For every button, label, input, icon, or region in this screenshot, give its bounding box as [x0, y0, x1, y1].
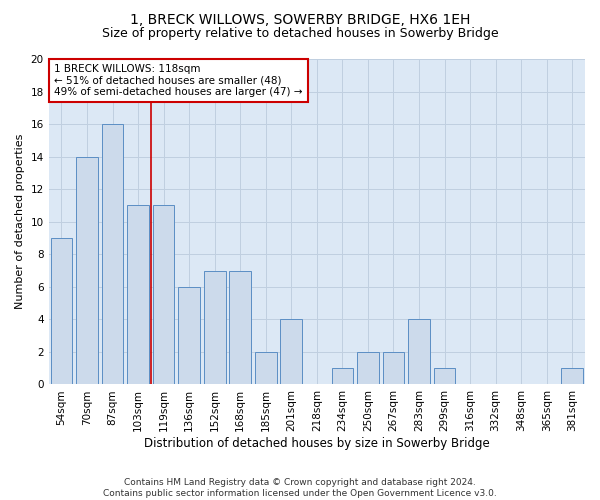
- Bar: [76, 156, 98, 384]
- Text: 1, BRECK WILLOWS, SOWERBY BRIDGE, HX6 1EH: 1, BRECK WILLOWS, SOWERBY BRIDGE, HX6 1E…: [130, 12, 470, 26]
- Text: 1 BRECK WILLOWS: 118sqm
← 51% of detached houses are smaller (48)
49% of semi-de: 1 BRECK WILLOWS: 118sqm ← 51% of detache…: [54, 64, 302, 97]
- Bar: [229, 270, 251, 384]
- Text: Contains HM Land Registry data © Crown copyright and database right 2024.
Contai: Contains HM Land Registry data © Crown c…: [103, 478, 497, 498]
- Bar: [383, 352, 404, 384]
- Bar: [178, 287, 200, 384]
- Bar: [408, 320, 430, 384]
- Bar: [332, 368, 353, 384]
- Bar: [434, 368, 455, 384]
- Bar: [204, 270, 226, 384]
- Bar: [280, 320, 302, 384]
- Bar: [101, 124, 124, 384]
- Bar: [127, 206, 149, 384]
- Bar: [153, 206, 175, 384]
- Bar: [255, 352, 277, 384]
- Y-axis label: Number of detached properties: Number of detached properties: [15, 134, 25, 310]
- Bar: [562, 368, 583, 384]
- Text: Size of property relative to detached houses in Sowerby Bridge: Size of property relative to detached ho…: [101, 28, 499, 40]
- X-axis label: Distribution of detached houses by size in Sowerby Bridge: Distribution of detached houses by size …: [144, 437, 490, 450]
- Bar: [357, 352, 379, 384]
- Bar: [50, 238, 72, 384]
